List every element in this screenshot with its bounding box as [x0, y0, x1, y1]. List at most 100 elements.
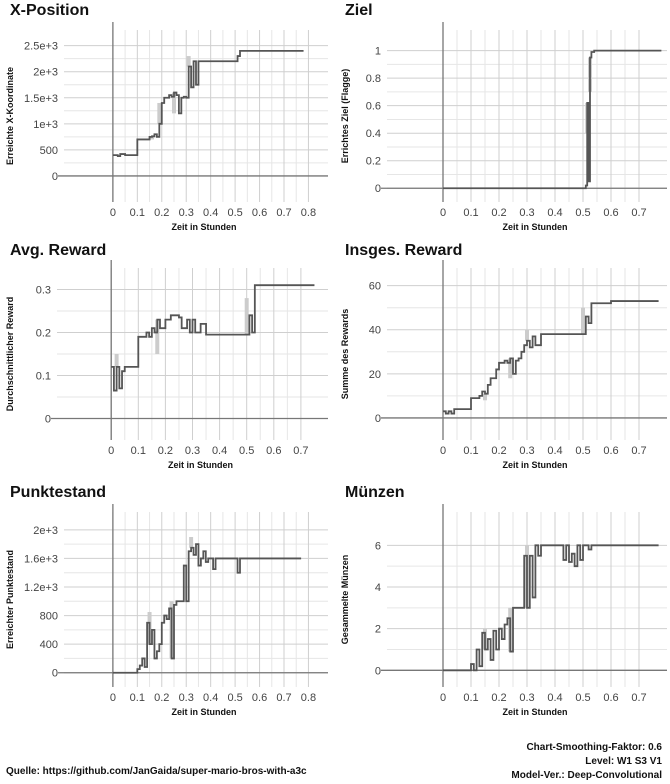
x-tick-label: 0.2 — [154, 207, 169, 219]
x-tick-label: 0.3 — [519, 692, 534, 704]
x-tick-label: 0.5 — [575, 207, 590, 219]
chart-svg: 0 0.1 0.2 0.3 0.4 0.5 0.6 0.7 0.8 0 400 800 1.2e+3 1.… — [5, 504, 328, 717]
x-tick-label: 0.2 — [491, 445, 506, 457]
chart-panel: Insges. Reward 0 0.1 0.2 0.3 0.4 0.5 0.6 0.7 0 20 4… — [335, 240, 670, 485]
chart-title: Punktestand — [10, 484, 107, 501]
x-tick-label: 0.3 — [519, 207, 534, 219]
y-tick-label: 60 — [369, 281, 381, 293]
x-axis-label: Zeit in Stunden — [168, 460, 233, 470]
chart-title: Münzen — [345, 484, 405, 501]
y-axis-label: Erreichte X-Koordinate — [5, 67, 15, 165]
y-tick-label: 0.4 — [366, 128, 381, 140]
y-tick-label: 0 — [45, 414, 51, 426]
x-axis-label: Zeit in Stunden — [503, 460, 568, 470]
series-line — [112, 49, 304, 158]
chart-svg: 0 0.1 0.2 0.3 0.4 0.5 0.6 0.7 0 0.1 0.2 0.3 Zeit in … — [5, 260, 328, 470]
series-line — [443, 300, 659, 415]
x-axis-label: Zeit in Stunden — [503, 222, 568, 232]
y-tick-label: 1e+3 — [33, 119, 58, 131]
y-tick-label: 0 — [375, 665, 381, 677]
chart-panel: Münzen 0 0.1 0.2 0.3 0.4 0.5 0.6 0.7 0 2 4 6 Zeit in … — [335, 482, 670, 727]
x-tick-label: 0.5 — [575, 692, 590, 704]
x-tick-label: 0 — [440, 445, 446, 457]
y-axis-label: Summe des Rewards — [340, 309, 350, 400]
y-tick-label: 0 — [52, 668, 58, 680]
y-tick-label: 1.2e+3 — [24, 582, 58, 594]
level-info: Level: W1 S3 V1 — [585, 756, 662, 767]
x-tick-label: 0.5 — [227, 692, 242, 704]
x-tick-label: 0.7 — [276, 207, 291, 219]
y-tick-label: 0 — [52, 171, 58, 183]
y-tick-label: 0.3 — [36, 285, 51, 297]
x-axis-label: Zeit in Stunden — [172, 222, 237, 232]
series-line — [111, 284, 315, 392]
x-tick-label: 0 — [110, 207, 116, 219]
x-tick-label: 0 — [108, 445, 114, 457]
x-tick-label: 0.4 — [547, 207, 562, 219]
model-version: Model-Ver.: Deep-Convolutional — [511, 770, 662, 781]
y-tick-label: 0 — [375, 413, 381, 425]
y-axis-label: Erreichter Punktestand — [5, 550, 15, 649]
x-tick-label: 0.6 — [252, 207, 267, 219]
y-tick-label: 500 — [40, 145, 58, 157]
x-tick-label: 0.6 — [266, 445, 281, 457]
y-tick-label: 2 — [375, 624, 381, 636]
x-tick-label: 0.7 — [631, 445, 646, 457]
y-tick-label: 6 — [375, 540, 381, 552]
x-tick-label: 0 — [440, 692, 446, 704]
series-line — [443, 49, 662, 190]
x-tick-label: 0.6 — [252, 692, 267, 704]
x-tick-label: 0.4 — [203, 207, 218, 219]
x-tick-label: 0.5 — [239, 445, 254, 457]
x-tick-label: 0 — [440, 207, 446, 219]
y-tick-label: 0.2 — [366, 156, 381, 168]
chart-svg: 0 0.1 0.2 0.3 0.4 0.5 0.6 0.7 0 20 40 60 Zeit in Stu… — [340, 260, 667, 470]
x-tick-label: 0.2 — [158, 445, 173, 457]
x-tick-label: 0.3 — [179, 692, 194, 704]
x-tick-label: 0.7 — [293, 445, 308, 457]
source-note: Quelle: https://github.com/JanGaida/supe… — [6, 766, 307, 777]
chart-panel: X-Position 0 0.1 0.2 0.3 0.4 0.5 0.6 0.7 0.8 0 500 1… — [0, 0, 335, 245]
chart-svg: 0 0.1 0.2 0.3 0.4 0.5 0.6 0.7 0 2 4 6 Zeit in Stunde… — [340, 504, 667, 717]
x-tick-label: 0.8 — [301, 692, 316, 704]
x-tick-label: 0.3 — [519, 445, 534, 457]
x-tick-label: 0.4 — [212, 445, 227, 457]
x-tick-label: 0.7 — [631, 207, 646, 219]
y-tick-label: 2e+3 — [33, 525, 58, 537]
chart-meta: Chart-Smoothing-Faktor: 0.6 Level: W1 S3… — [511, 741, 662, 783]
x-tick-label: 0.2 — [491, 692, 506, 704]
x-tick-label: 0.8 — [301, 207, 316, 219]
x-tick-label: 0.5 — [575, 445, 590, 457]
y-tick-label: 800 — [40, 611, 58, 623]
x-tick-label: 0.1 — [130, 692, 145, 704]
y-tick-label: 1 — [375, 46, 381, 58]
y-tick-label: 0.8 — [366, 73, 381, 85]
y-tick-label: 0.1 — [36, 371, 51, 383]
x-axis-label: Zeit in Stunden — [172, 707, 237, 717]
x-tick-label: 0.7 — [276, 692, 291, 704]
chart-svg: 0 0.1 0.2 0.3 0.4 0.5 0.6 0.7 0.8 0 500 1e+3 1.5e+3 2… — [5, 22, 328, 232]
x-tick-label: 0.1 — [463, 445, 478, 457]
y-axis-label: Durchschnittlicher Reward — [5, 297, 15, 412]
x-tick-label: 0.6 — [603, 692, 618, 704]
y-tick-label: 400 — [40, 639, 58, 651]
smoothing-factor: Chart-Smoothing-Faktor: 0.6 — [526, 742, 662, 753]
x-tick-label: 0.3 — [179, 207, 194, 219]
x-tick-label: 0.4 — [547, 692, 562, 704]
x-tick-label: 0.3 — [185, 445, 200, 457]
x-tick-label: 0.2 — [154, 692, 169, 704]
y-tick-label: 2e+3 — [33, 67, 58, 79]
y-tick-label: 4 — [375, 582, 381, 594]
x-tick-label: 0.1 — [463, 692, 478, 704]
y-tick-label: 1.6e+3 — [24, 553, 58, 565]
x-tick-label: 0.1 — [130, 207, 145, 219]
x-tick-label: 0.5 — [227, 207, 242, 219]
y-axis-label: Gesammelte Münzen — [340, 555, 350, 645]
x-tick-label: 0.4 — [203, 692, 218, 704]
x-tick-label: 0.1 — [463, 207, 478, 219]
y-tick-label: 20 — [369, 369, 381, 381]
chart-title: Avg. Reward — [10, 242, 107, 259]
chart-svg: 0 0.1 0.2 0.3 0.4 0.5 0.6 0.7 0 0.2 0.4 0.6 0.8 1 Zeit… — [340, 22, 667, 232]
x-tick-label: 0.4 — [547, 445, 562, 457]
chart-panel: Punktestand 0 0.1 0.2 0.3 0.4 0.5 0.6 0.7 0.8 0 400… — [0, 482, 335, 727]
